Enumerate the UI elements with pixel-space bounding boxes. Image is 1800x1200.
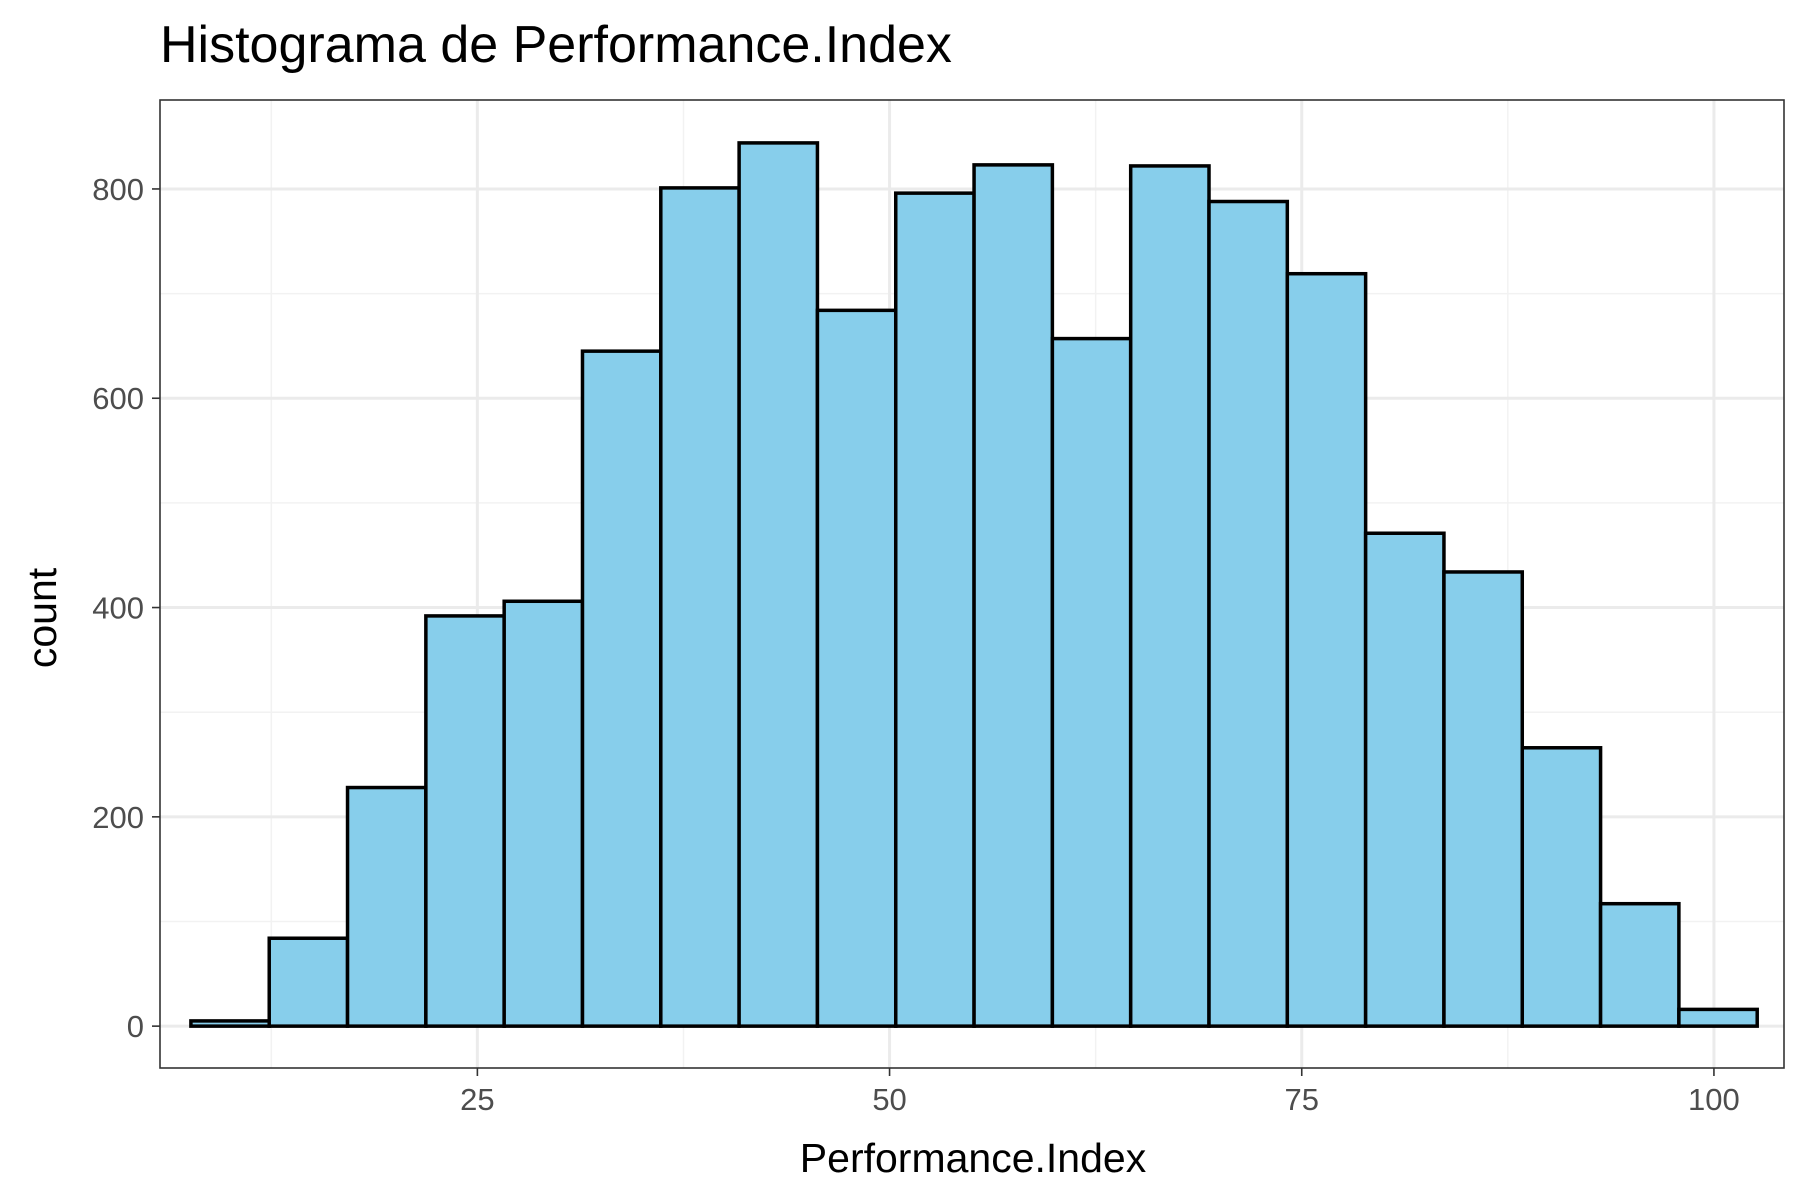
histogram-bar	[424, 614, 506, 1028]
histogram-bar	[815, 308, 898, 1028]
histogram-bar	[502, 599, 585, 1028]
histogram-bar	[267, 936, 350, 1028]
histogram-bar	[1442, 570, 1525, 1028]
histogram-bar	[580, 349, 663, 1028]
x-tick-label: 25	[460, 1082, 494, 1117]
histogram-bar	[893, 191, 976, 1028]
y-tick-label: 400	[92, 591, 144, 626]
chart-title: Histograma de Performance.Index	[160, 16, 952, 74]
histogram-bar	[345, 785, 428, 1028]
y-tick-label: 0	[127, 1009, 144, 1044]
histogram-bar	[1363, 531, 1446, 1028]
plot-panel-border	[159, 99, 1785, 1069]
histogram-bar	[1207, 199, 1290, 1028]
histogram-bar	[1128, 164, 1211, 1028]
x-tick-label: 50	[872, 1082, 906, 1117]
histogram-bar	[972, 163, 1055, 1028]
x-axis: 25 50 75 100	[460, 1068, 1740, 1117]
histogram-bar	[737, 141, 820, 1028]
y-tick-label: 200	[92, 800, 144, 835]
histogram-bar	[1050, 336, 1133, 1028]
histogram-bar	[1598, 901, 1681, 1028]
histogram-bar	[1285, 271, 1368, 1028]
x-tick-label: 75	[1285, 1082, 1319, 1117]
x-axis-title: Performance.Index	[800, 1135, 1147, 1181]
histogram-bar	[1677, 1007, 1759, 1028]
y-tick-label: 600	[92, 381, 144, 416]
histogram-bars	[189, 141, 1759, 1028]
histogram-bar	[659, 186, 741, 1028]
y-axis-title: count	[19, 567, 65, 668]
y-tick-label: 800	[92, 172, 144, 207]
histogram-bar	[189, 1019, 271, 1028]
histogram-bar	[1520, 746, 1603, 1028]
y-axis: 0 200 400 600 800	[92, 172, 160, 1044]
x-tick-label: 100	[1688, 1082, 1740, 1117]
